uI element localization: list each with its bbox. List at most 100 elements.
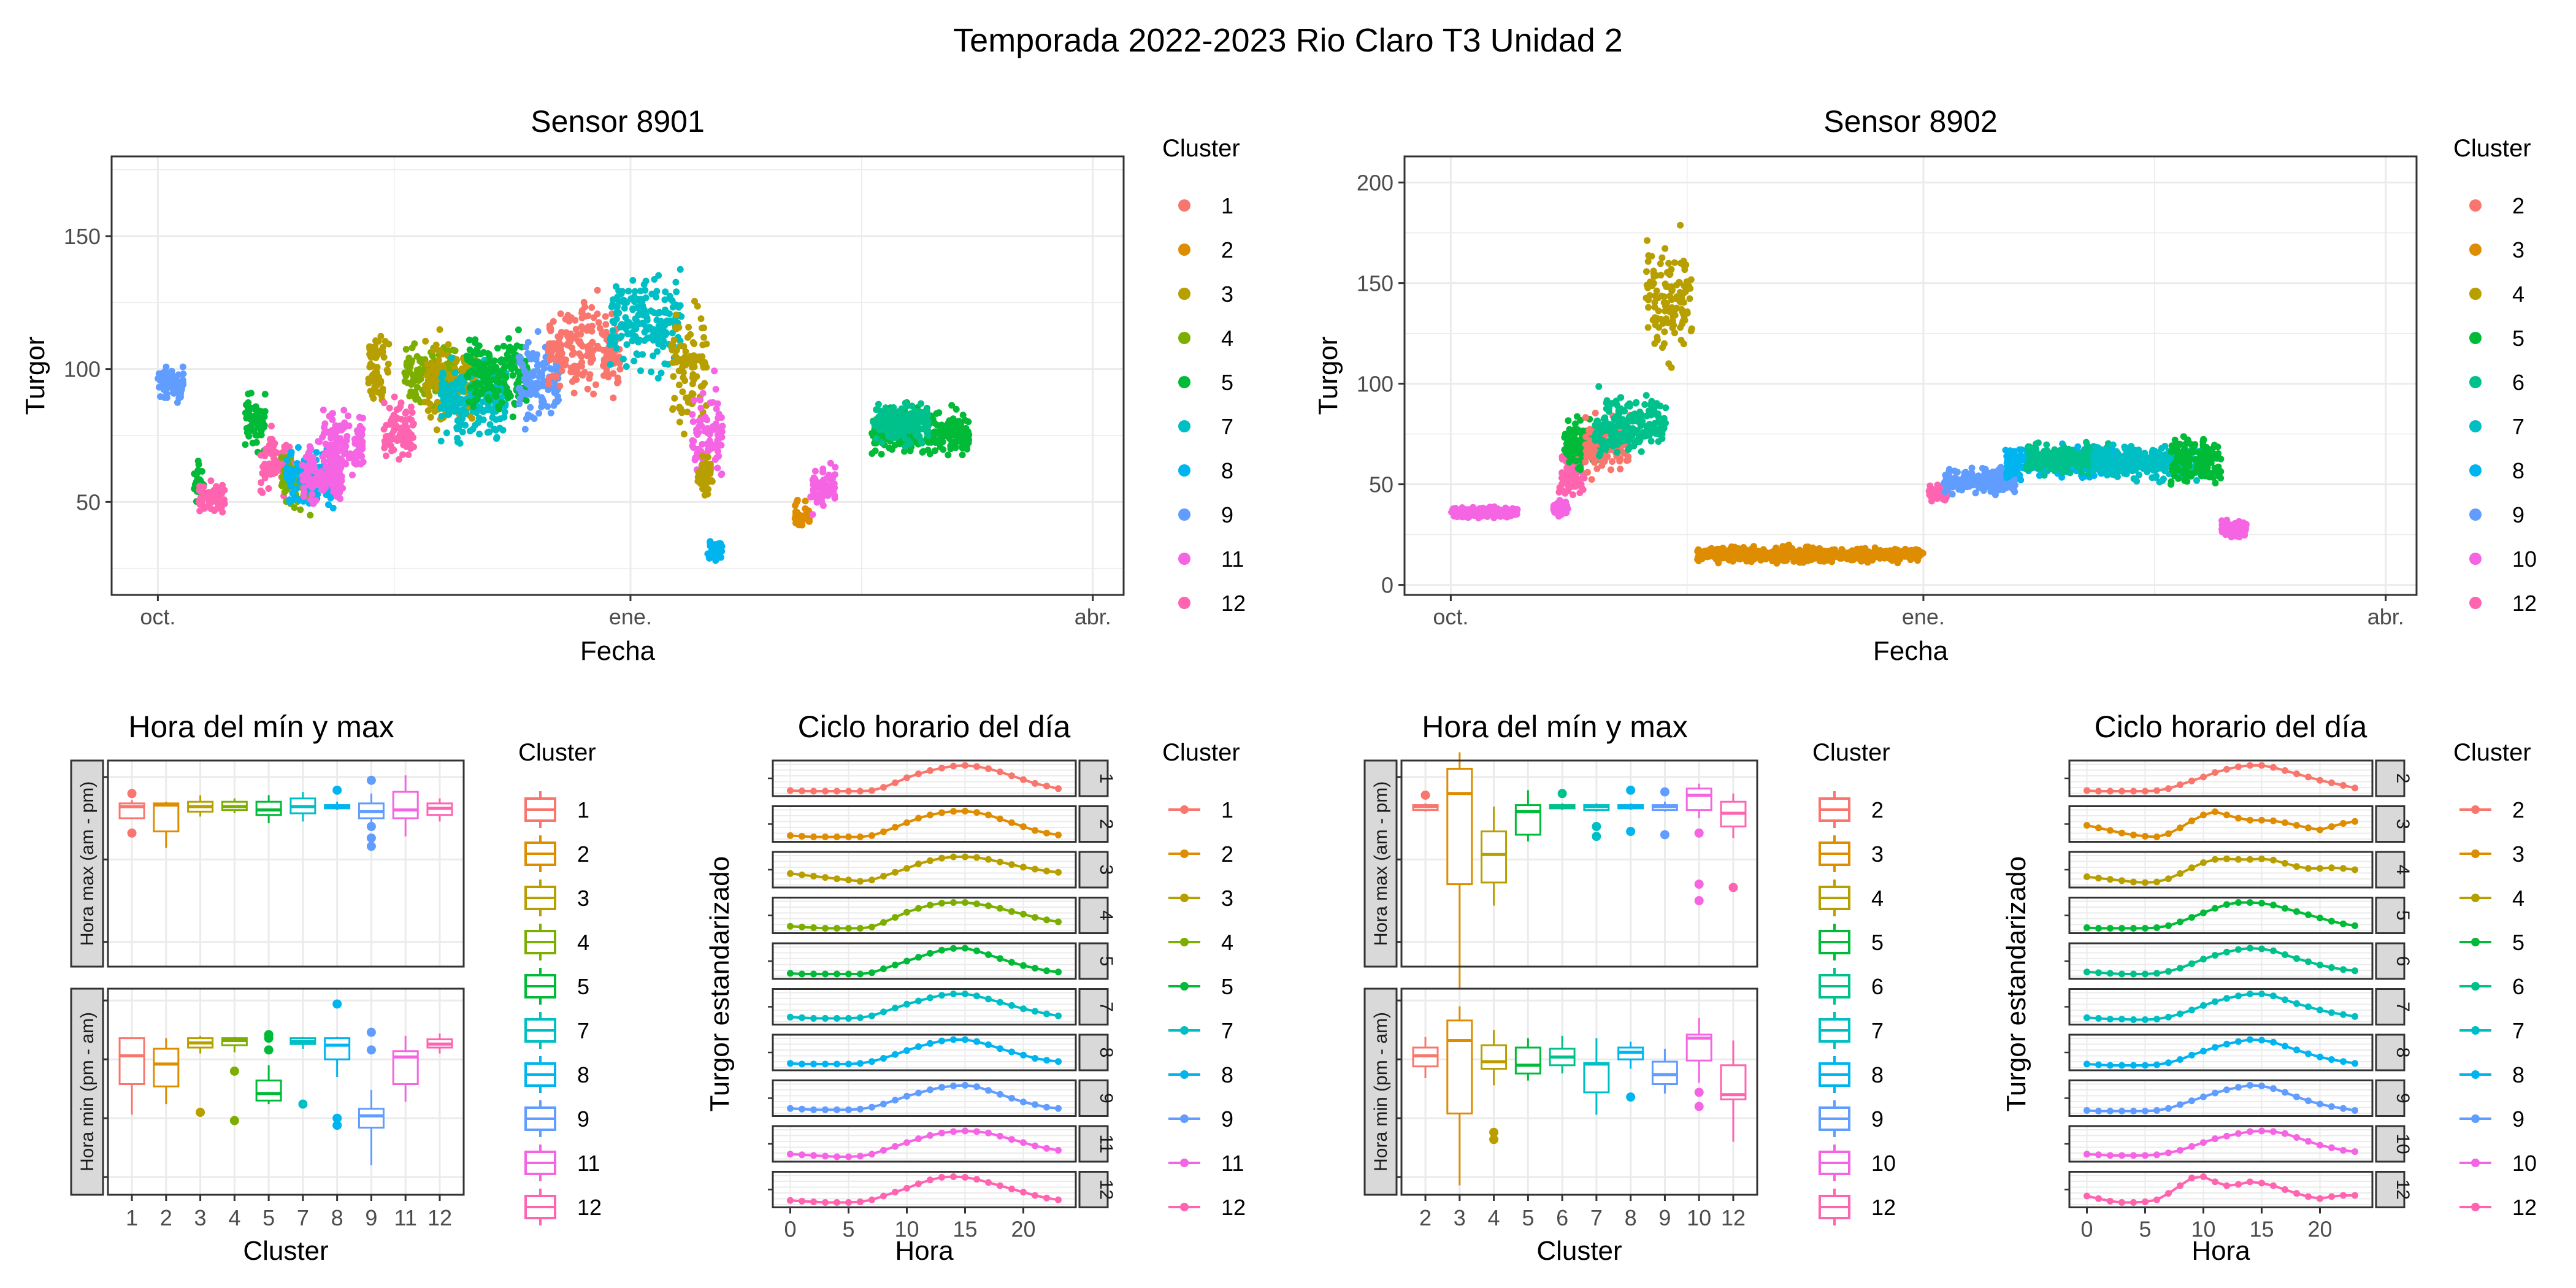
point-cluster-seg17	[647, 307, 654, 315]
point-cluster-seg24	[965, 418, 972, 426]
point-cluster-seg11	[408, 344, 416, 351]
point-cluster-seg23	[811, 475, 819, 483]
point-cluster-seg7	[339, 485, 347, 492]
point-cluster-seg9	[377, 332, 385, 340]
point-cluster-seg17	[617, 334, 624, 341]
point-cluster-seg2	[201, 505, 208, 512]
point-cluster-seg16	[588, 304, 596, 311]
point-cluster-seg17	[635, 312, 642, 319]
point-cluster-seg16	[610, 353, 617, 360]
point-cluster-seg15	[515, 354, 523, 361]
point-cluster-seg14	[505, 335, 512, 342]
point-cluster-seg12	[439, 362, 447, 369]
point-cluster-seg18	[691, 340, 698, 347]
point-cluster-seg3	[261, 408, 269, 415]
point-cluster-seg16	[584, 385, 591, 393]
point-cluster-seg15	[538, 369, 545, 377]
point-cluster-seg7	[305, 450, 312, 457]
point-cluster-seg24	[959, 412, 967, 419]
point-cluster-seg5	[1614, 441, 1621, 448]
point-cluster-seg5	[1657, 424, 1664, 431]
point-cluster-seg18	[687, 331, 694, 338]
point-cluster-seg13	[489, 414, 496, 421]
point-cluster-seg5	[1613, 413, 1620, 420]
point-cluster-seg18	[694, 302, 701, 310]
point-cluster-seg6	[1645, 252, 1652, 259]
point-cluster-seg25	[879, 426, 886, 432]
point-cluster-seg19	[718, 471, 725, 478]
point-cluster-seg5	[1596, 452, 1603, 459]
point-cluster-seg10	[2011, 451, 2018, 458]
point-cluster-seg9	[369, 372, 376, 379]
point-cluster-seg7	[307, 496, 315, 504]
legend-label: 3	[1221, 282, 1233, 307]
point-cluster-seg0	[1513, 510, 1520, 518]
point-cluster-seg9	[2011, 488, 2018, 496]
point-cluster-seg17	[655, 340, 662, 348]
point-cluster-seg6	[1643, 268, 1650, 275]
point-cluster-seg16	[580, 313, 587, 320]
point-cluster-seg5	[1638, 448, 1645, 455]
point-cluster-seg17	[640, 281, 648, 288]
point-cluster-seg18	[693, 356, 700, 364]
point-cluster-seg7	[315, 438, 322, 445]
point-cluster-seg4	[1582, 414, 1589, 421]
point-cluster-seg13	[439, 380, 445, 388]
point-cluster-seg17	[637, 367, 644, 374]
point-cluster-seg17	[609, 327, 616, 334]
point-cluster-seg6	[1644, 237, 1650, 244]
point-cluster-seg6	[1644, 258, 1652, 265]
point-cluster-seg7	[1750, 555, 1757, 562]
point-cluster-seg6	[283, 456, 291, 464]
point-cluster-seg15	[534, 328, 542, 335]
point-cluster-seg4	[1593, 465, 1601, 472]
point-cluster-seg6	[287, 467, 294, 474]
point-cluster-seg16	[602, 313, 609, 320]
point-cluster-seg0	[1472, 509, 1479, 516]
point-cluster-seg14	[506, 343, 513, 351]
point-cluster-seg6	[287, 482, 294, 489]
point-cluster-seg20	[699, 452, 706, 459]
point-cluster-seg8	[320, 406, 327, 413]
point-cluster-seg9	[380, 354, 388, 361]
point-cluster-seg25	[924, 432, 932, 439]
point-cluster-seg17	[610, 320, 618, 326]
point-cluster-seg10	[394, 437, 401, 444]
point-cluster-seg15	[532, 386, 540, 393]
point-cluster-seg6	[293, 485, 300, 493]
point-cluster-seg0	[168, 367, 175, 375]
point-cluster-seg18	[670, 373, 677, 380]
point-cluster-seg19	[697, 404, 705, 412]
legend-swatch	[1178, 243, 1190, 256]
point-cluster-seg7	[1801, 558, 1808, 565]
point-cluster-seg14	[502, 374, 510, 381]
legend-key-8: 8	[1178, 458, 1233, 483]
point-cluster-seg18	[672, 311, 680, 318]
point-cluster-seg22	[802, 497, 809, 505]
point-cluster-seg19	[698, 416, 705, 423]
point-cluster-seg15	[524, 339, 532, 346]
point-cluster-seg10	[391, 393, 398, 401]
point-cluster-seg6	[1669, 286, 1676, 293]
point-cluster-seg18	[672, 324, 679, 331]
x-axis-label: Fecha	[580, 636, 656, 666]
point-cluster-seg7	[323, 474, 330, 481]
point-cluster-seg25	[908, 402, 916, 410]
point-cluster-seg14	[509, 372, 516, 379]
point-cluster-seg2	[196, 483, 203, 490]
point-cluster-seg12	[427, 381, 434, 389]
point-cluster-seg12	[434, 361, 441, 368]
point-cluster-seg17	[645, 326, 652, 333]
point-cluster-seg14	[477, 380, 485, 387]
y-tick-label: 100	[64, 357, 101, 382]
point-cluster-seg3	[1561, 447, 1568, 454]
point-cluster-seg2	[1565, 481, 1573, 489]
point-cluster-seg2	[212, 485, 220, 493]
point-cluster-seg4	[1617, 466, 1624, 473]
point-cluster-seg16	[546, 355, 554, 362]
legend-swatch	[1178, 553, 1190, 565]
point-cluster-seg16	[602, 321, 610, 328]
point-cluster-seg24	[941, 422, 949, 429]
point-cluster-seg14	[465, 398, 472, 405]
point-cluster-seg3	[1568, 427, 1575, 434]
